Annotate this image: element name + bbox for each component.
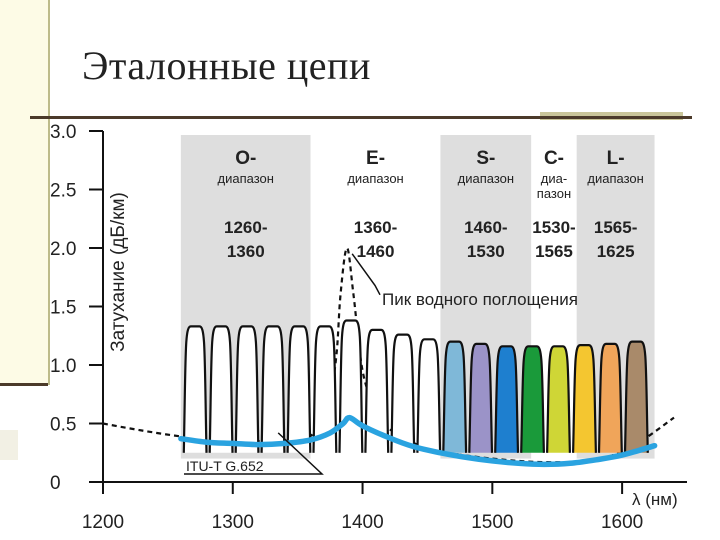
channel-passband [338, 319, 364, 453]
g652-pointer [184, 432, 324, 475]
channel-passband [442, 340, 468, 453]
slide-side-mark [0, 430, 18, 460]
channel-passband [597, 342, 623, 453]
band-range: 1460 [357, 242, 395, 261]
water-peak-annotation: Пик водного поглощения [382, 290, 578, 309]
y-tick-label: 1.0 [50, 356, 76, 377]
channel-passband [468, 342, 494, 453]
y-tick-label: 2.5 [50, 181, 76, 202]
slide-left-rule [0, 383, 48, 386]
channel-passband [416, 338, 442, 453]
band-word: диа- [541, 171, 567, 186]
slide-title: Эталонные цепи [82, 43, 371, 88]
channel-passband [286, 325, 312, 453]
y-tick-label: 1.5 [50, 298, 76, 319]
x-tick-label: 1300 [212, 512, 254, 533]
band-letter: L- [607, 148, 625, 169]
channel-passband [546, 345, 571, 453]
band-word: диапазон [458, 171, 514, 186]
band-range: 1530- [532, 218, 575, 237]
channel-passband [312, 325, 338, 453]
y-tick-label: 3.0 [50, 122, 76, 143]
channel-passband [260, 325, 286, 453]
channel-passband [390, 333, 416, 453]
band-range: 1460- [464, 218, 507, 237]
band-letter: S- [476, 148, 495, 169]
band-range: 1530 [467, 242, 505, 261]
water-peak-pointer [351, 253, 381, 296]
x-tick-label: 1400 [341, 512, 383, 533]
channel-passband [208, 325, 234, 453]
channel-passband [572, 344, 597, 453]
channel-passband [623, 340, 649, 453]
band-range: 1260- [224, 218, 267, 237]
channel-passband [182, 325, 208, 453]
channel-passband [494, 345, 520, 453]
band-range: 1360 [227, 242, 265, 261]
title-rule [30, 116, 692, 119]
x-tick-label: 1200 [82, 512, 124, 533]
x-tick-label: 1500 [471, 512, 513, 533]
band-range: 1625 [597, 242, 635, 261]
channel-passband [234, 325, 260, 453]
band-range: 1565 [535, 242, 573, 261]
band-range: 1565- [594, 218, 637, 237]
band-letter: E- [366, 148, 385, 169]
band-word: пазон [537, 186, 571, 201]
band-word: диапазон [347, 171, 403, 186]
labels-layer: O-диапазон 1260- 1360 E-диапазон 1360- 1460 S-… [184, 148, 644, 475]
g652-curve [178, 414, 658, 468]
y-axis-label: Затухание (дБ/км) [108, 192, 129, 352]
band-word: диапазон [587, 171, 643, 186]
y-tick-label: 0 [50, 473, 61, 494]
y-tick-label: 2.0 [50, 239, 76, 260]
band-range: 1360- [354, 218, 397, 237]
y-tick-label: 0.5 [50, 415, 76, 436]
slide-left-band [0, 0, 50, 385]
channel-passband [364, 328, 390, 453]
g652-curve-layer [178, 414, 658, 468]
x-tick-label: 1600 [601, 512, 643, 533]
channel-passband [520, 345, 545, 453]
g652-annotation: ITU-T G.652 [186, 458, 264, 474]
band-letter: O- [235, 148, 256, 169]
band-letter: C- [544, 148, 564, 169]
band-word: диапазон [218, 171, 274, 186]
x-axis-label: λ (нм) [632, 490, 678, 509]
